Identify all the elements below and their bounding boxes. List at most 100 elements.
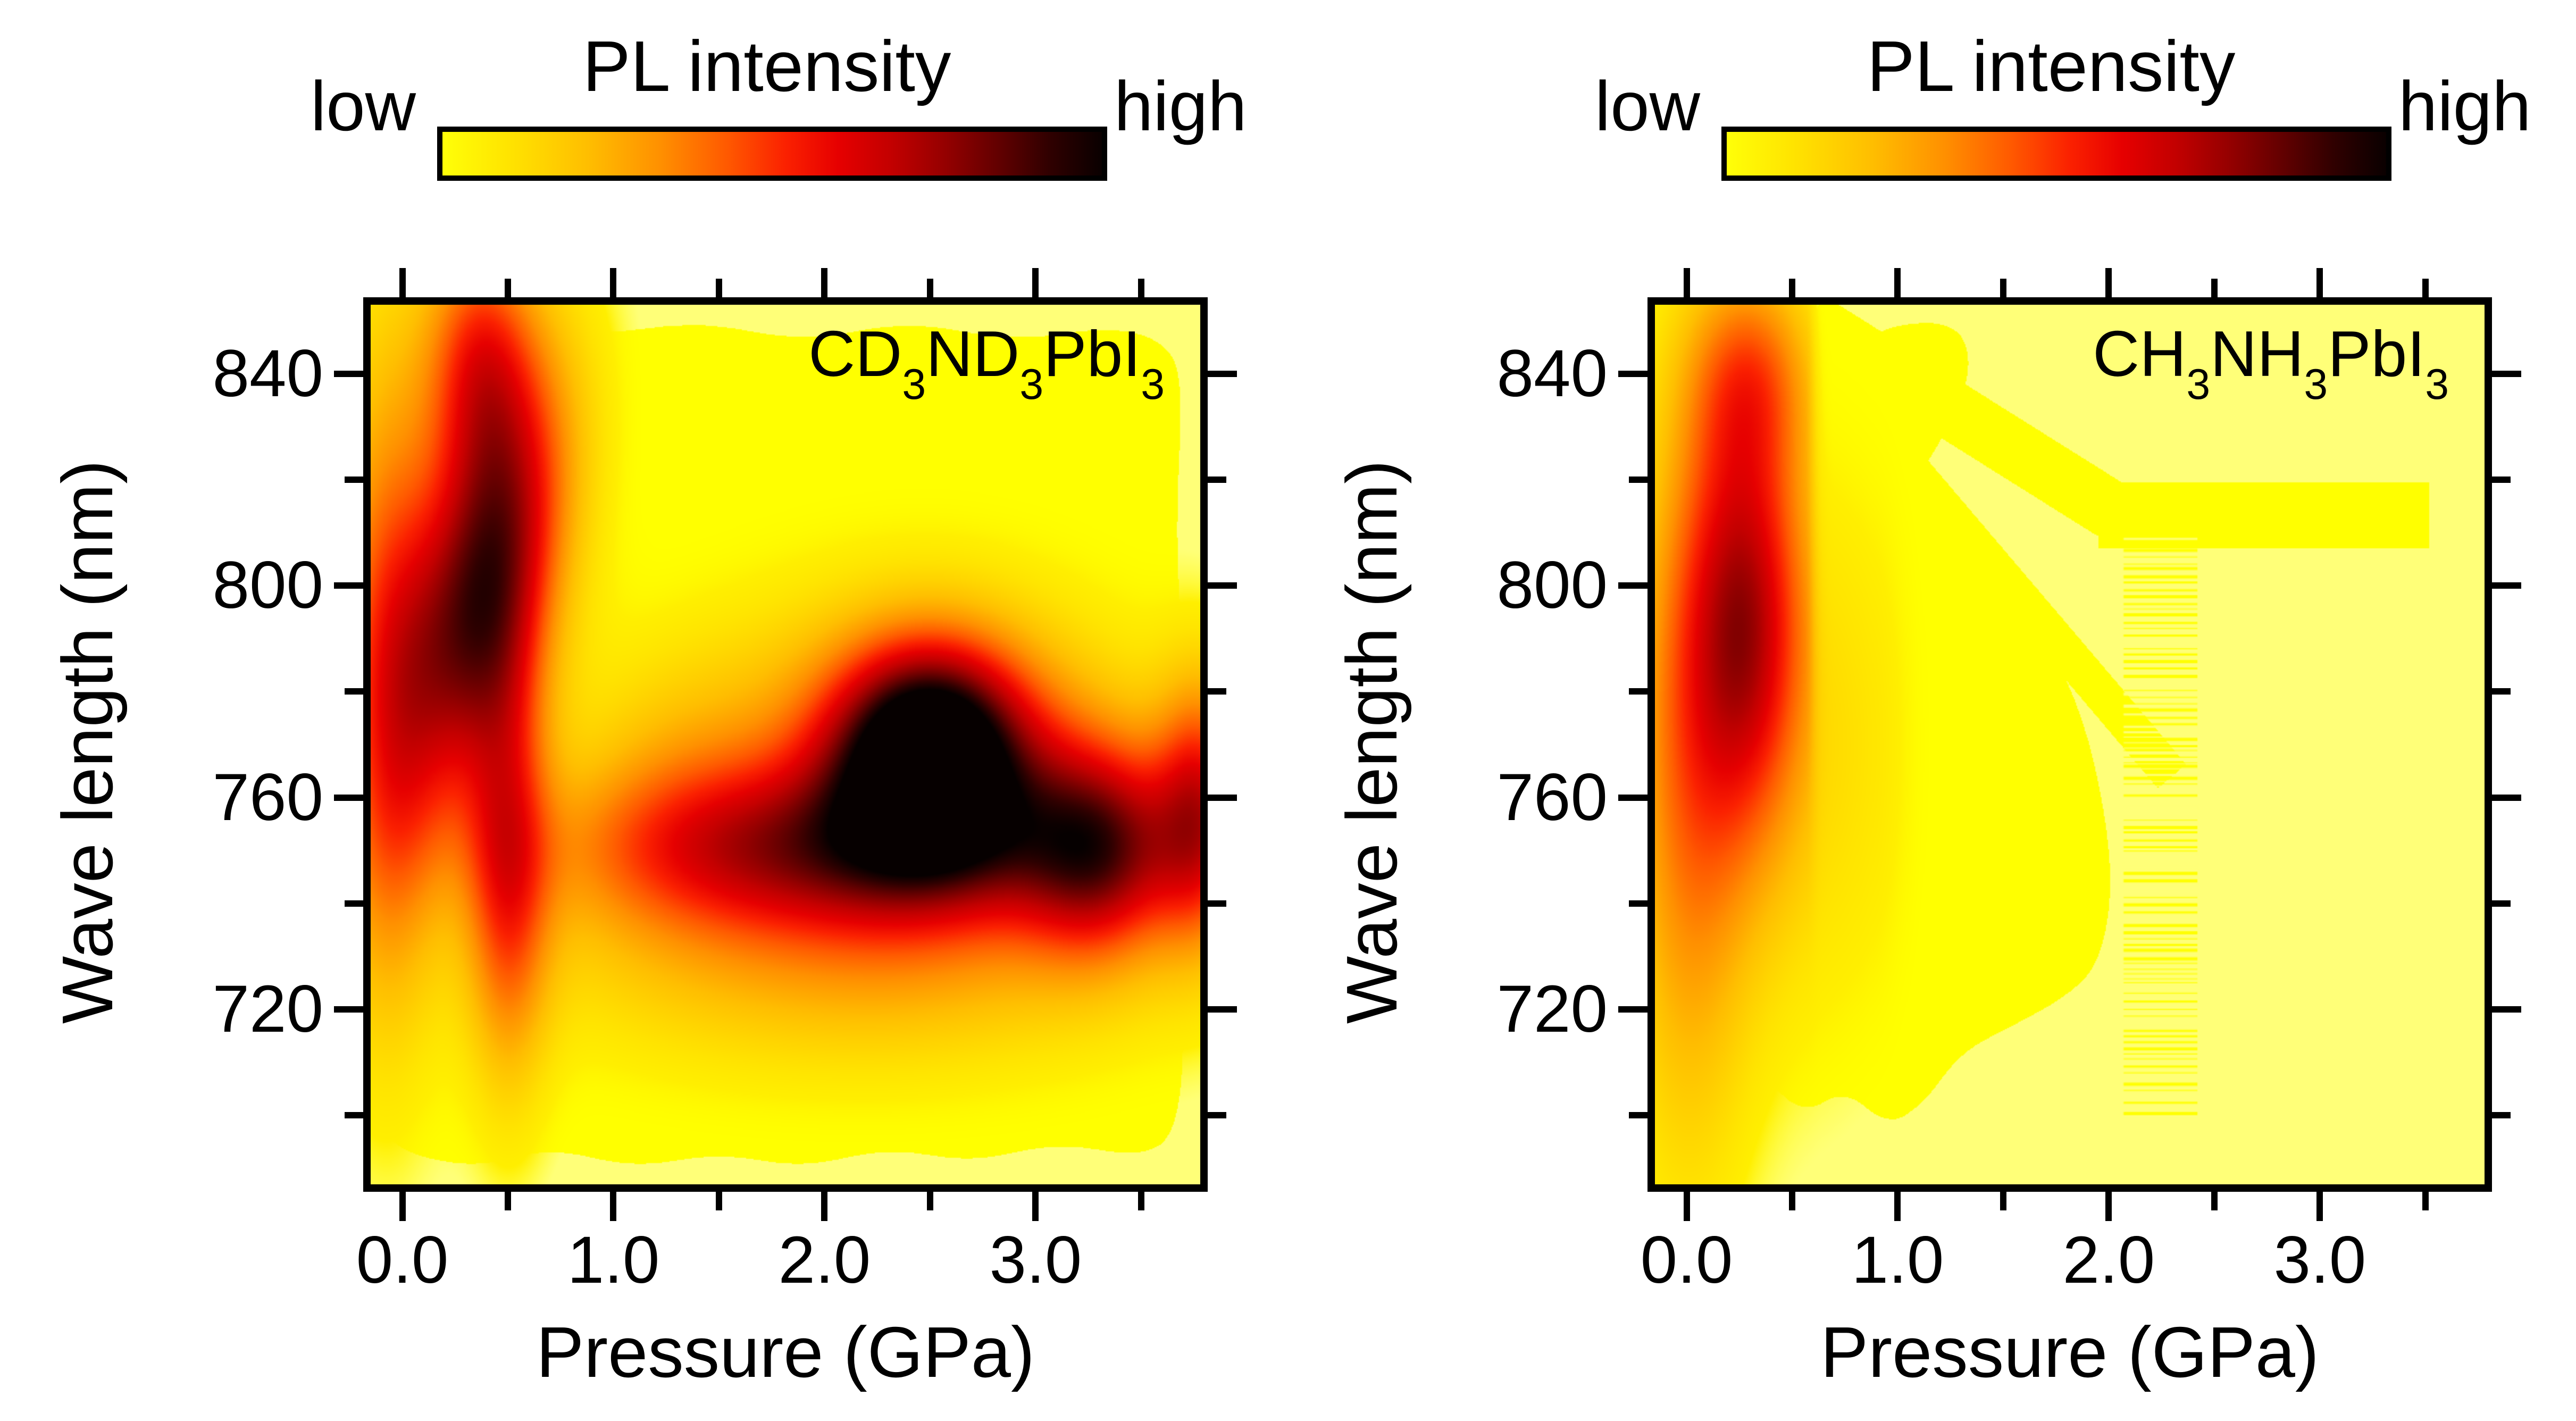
y-major-tick bbox=[334, 794, 363, 801]
y-minor-tick bbox=[1208, 900, 1226, 907]
y-tick-label: 720 bbox=[212, 972, 323, 1047]
y-major-tick bbox=[1618, 1006, 1647, 1013]
x-major-tick bbox=[1032, 268, 1039, 297]
x-major-tick bbox=[1683, 268, 1690, 297]
y-major-tick bbox=[334, 582, 363, 589]
x-tick-label: 1.0 bbox=[567, 1223, 660, 1297]
colorbar-title: PL intensity bbox=[1867, 26, 2236, 106]
y-minor-tick bbox=[1208, 1112, 1226, 1119]
y-minor-tick bbox=[345, 900, 363, 907]
y-major-tick bbox=[1618, 370, 1647, 377]
y-major-tick bbox=[2492, 794, 2521, 801]
y-tick-label: 800 bbox=[212, 548, 323, 623]
y-minor-tick bbox=[345, 1112, 363, 1119]
x-tick-label: 0.0 bbox=[1640, 1223, 1733, 1297]
x-minor-tick bbox=[2000, 1192, 2006, 1210]
x-major-tick bbox=[2105, 268, 2112, 297]
y-minor-tick bbox=[1208, 476, 1226, 483]
x-tick-label: 3.0 bbox=[2273, 1223, 2366, 1297]
x-minor-tick bbox=[2422, 279, 2429, 297]
x-minor-tick bbox=[715, 1192, 722, 1210]
x-major-tick bbox=[821, 268, 828, 297]
y-major-tick bbox=[1208, 1006, 1237, 1013]
y-minor-tick bbox=[345, 688, 363, 695]
x-axis-title: Pressure (GPa) bbox=[536, 1312, 1035, 1392]
x-major-tick bbox=[2316, 268, 2323, 297]
formula-text: ND bbox=[926, 317, 1020, 390]
y-major-tick bbox=[1208, 794, 1237, 801]
formula-text: PbI bbox=[1043, 317, 1141, 390]
x-minor-tick bbox=[1138, 1192, 1144, 1210]
y-minor-tick bbox=[1629, 900, 1647, 907]
colorbar-gradient bbox=[437, 127, 1107, 181]
x-minor-tick bbox=[1138, 279, 1144, 297]
x-major-tick bbox=[1032, 1192, 1039, 1221]
y-minor-tick bbox=[2492, 1112, 2511, 1119]
y-minor-tick bbox=[2492, 476, 2511, 483]
x-tick-label: 2.0 bbox=[2062, 1223, 2155, 1297]
colorbar-high-label: high bbox=[2398, 67, 2531, 145]
x-major-tick bbox=[610, 268, 617, 297]
y-major-tick bbox=[334, 1006, 363, 1013]
colorbar-high-label: high bbox=[1114, 67, 1247, 145]
formula-text: NH bbox=[2210, 317, 2304, 390]
x-major-tick bbox=[2105, 1192, 2112, 1221]
y-major-tick bbox=[1208, 370, 1237, 377]
formula-subscript: 3 bbox=[2304, 361, 2328, 409]
y-tick-label: 840 bbox=[212, 336, 323, 411]
y-minor-tick bbox=[1629, 688, 1647, 695]
x-minor-tick bbox=[715, 279, 722, 297]
y-minor-tick bbox=[2492, 900, 2511, 907]
y-major-tick bbox=[1618, 582, 1647, 589]
y-tick-label: 760 bbox=[212, 760, 323, 834]
formula-subscript: 3 bbox=[2186, 361, 2211, 409]
x-major-tick bbox=[1683, 1192, 1690, 1221]
colorbar-low-label: low bbox=[1594, 67, 1700, 145]
x-minor-tick bbox=[926, 279, 933, 297]
panel-left: PL intensity low high CD3ND3PbI3 Pressur… bbox=[47, 26, 1247, 1393]
x-major-tick bbox=[399, 268, 406, 297]
y-minor-tick bbox=[1208, 688, 1226, 695]
y-tick-label: 760 bbox=[1496, 760, 1608, 834]
x-tick-label: 1.0 bbox=[1851, 1223, 1944, 1297]
y-minor-tick bbox=[2492, 688, 2511, 695]
x-major-tick bbox=[2316, 1192, 2323, 1221]
x-axis-title: Pressure (GPa) bbox=[1820, 1312, 2319, 1392]
y-axis-title: Wave length (nm) bbox=[47, 459, 128, 1024]
formula-text: CH bbox=[2093, 317, 2187, 390]
colorbar-low-label: low bbox=[310, 67, 416, 145]
y-tick-label: 720 bbox=[1496, 972, 1608, 1047]
y-minor-tick bbox=[1629, 476, 1647, 483]
x-tick-label: 2.0 bbox=[778, 1223, 871, 1297]
x-major-tick bbox=[1894, 268, 1901, 297]
formula-subscript: 3 bbox=[2425, 361, 2449, 409]
x-minor-tick bbox=[2422, 1192, 2429, 1210]
y-major-tick bbox=[2492, 1006, 2521, 1013]
x-minor-tick bbox=[2000, 279, 2006, 297]
x-minor-tick bbox=[505, 1192, 511, 1210]
colorbar-gradient bbox=[1721, 127, 2391, 181]
formula-subscript: 3 bbox=[1019, 361, 1044, 409]
x-tick-label: 0.0 bbox=[356, 1223, 449, 1297]
heatmap-frame bbox=[363, 297, 1208, 1192]
x-minor-tick bbox=[2211, 279, 2218, 297]
x-minor-tick bbox=[1789, 1192, 1795, 1210]
panel-right: PL intensity low high CH3NH3PbI3 Pressur… bbox=[1284, 0, 2576, 1421]
y-major-tick bbox=[2492, 370, 2521, 377]
panel-formula: CD3ND3PbI3 bbox=[633, 314, 1165, 406]
formula-text: PbI bbox=[2328, 317, 2426, 390]
heatmap-frame bbox=[1647, 297, 2492, 1192]
x-major-tick bbox=[399, 1192, 406, 1221]
y-tick-label: 800 bbox=[1496, 548, 1608, 623]
y-tick-label: 840 bbox=[1496, 336, 1608, 411]
formula-subscript: 3 bbox=[1141, 361, 1165, 409]
panel-formula: CH3NH3PbI3 bbox=[1917, 314, 2449, 406]
heatmap-canvas bbox=[371, 305, 1200, 1184]
x-major-tick bbox=[610, 1192, 617, 1221]
formula-subscript: 3 bbox=[902, 361, 926, 409]
heatmap-canvas bbox=[1655, 305, 2485, 1184]
y-major-tick bbox=[334, 370, 363, 377]
y-axis-title: Wave length (nm) bbox=[1332, 459, 1412, 1024]
colorbar-title: PL intensity bbox=[582, 26, 951, 106]
